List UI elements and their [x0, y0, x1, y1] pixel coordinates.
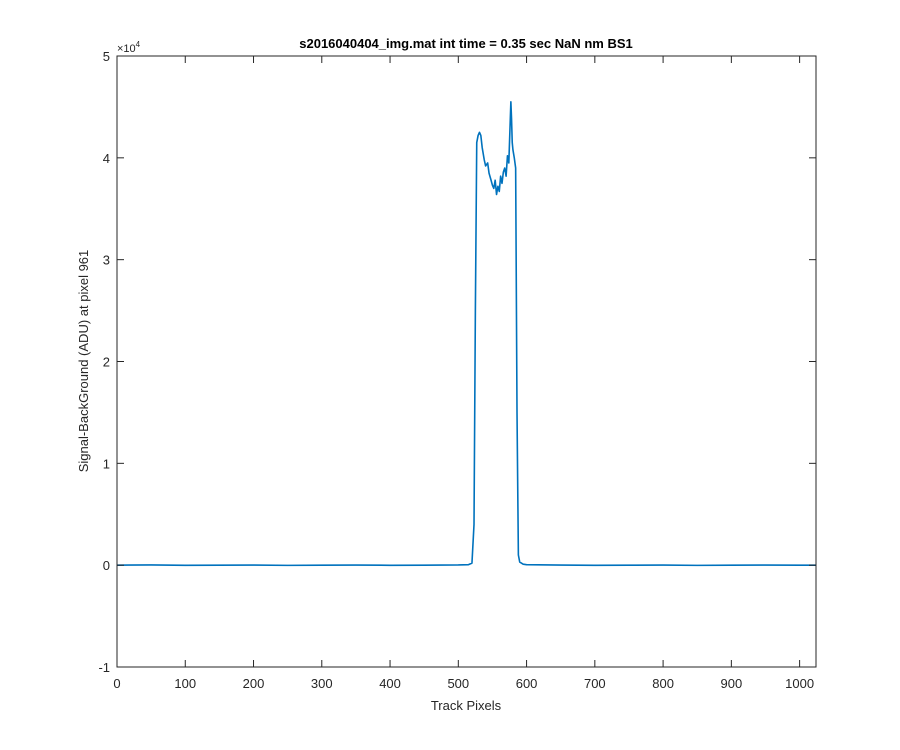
y-exponent-base: ×10: [117, 43, 136, 55]
x-tick-label: 200: [243, 676, 265, 691]
x-tick-label: 600: [516, 676, 538, 691]
x-tick-label: 300: [311, 676, 333, 691]
plot-frame: [116, 55, 817, 668]
x-tick-label: 900: [721, 676, 743, 691]
data-layer: [116, 101, 816, 567]
y-tick-label: 2: [103, 355, 110, 370]
x-tick-label: 0: [113, 676, 120, 691]
series-line: [116, 101, 816, 567]
y-tick-label: 1: [103, 456, 110, 471]
y-tick-label: -1: [98, 660, 110, 675]
x-tick-label: 700: [584, 676, 606, 691]
chart-title: s2016040404_img.mat int time = 0.35 sec …: [299, 36, 633, 51]
x-tick-label: 800: [652, 676, 674, 691]
y-axis-label: Signal-BackGround (ADU) at pixel 961: [76, 250, 91, 473]
y-tick-label: 0: [103, 558, 110, 573]
x-tick-label: 400: [379, 676, 401, 691]
x-tick-label: 500: [447, 676, 469, 691]
x-tick-label: 1000: [785, 676, 814, 691]
y-exponent-label: ×104: [117, 40, 141, 55]
y-tick-label: 3: [103, 253, 110, 268]
y-exponent-power: 4: [136, 40, 141, 49]
plot-area: [117, 56, 816, 667]
y-tick-label: 5: [103, 49, 110, 64]
x-axis-label: Track Pixels: [431, 698, 502, 713]
x-tick-label: 100: [174, 676, 196, 691]
y-tick-label: 4: [103, 151, 110, 166]
